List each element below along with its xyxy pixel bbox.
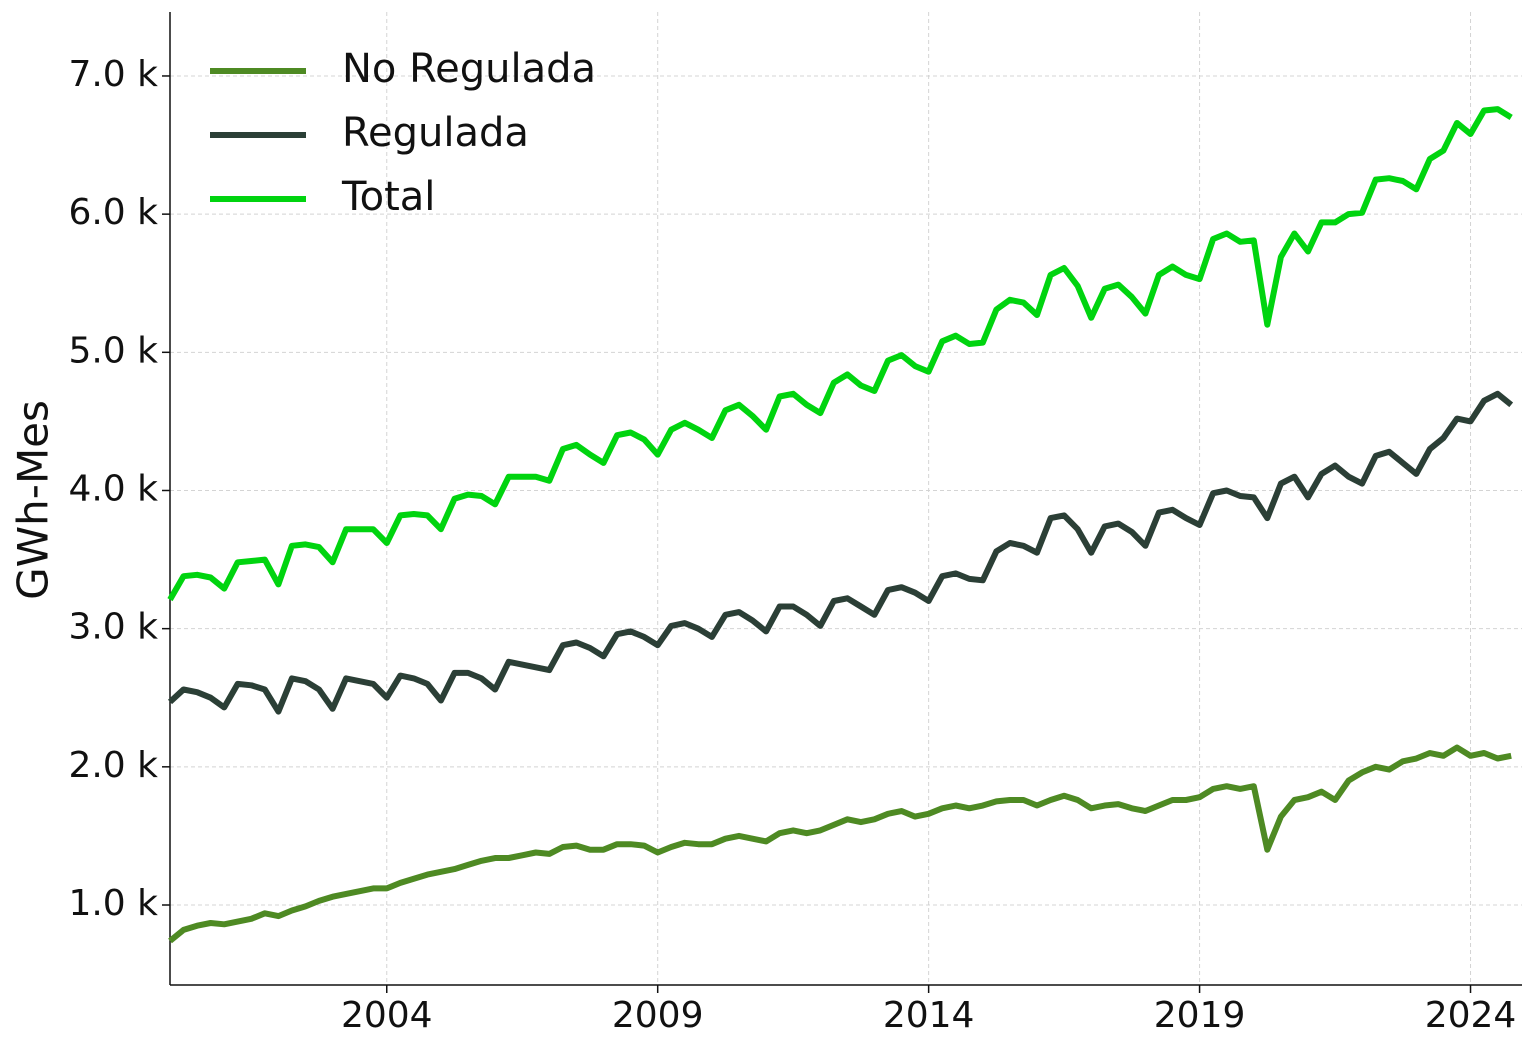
y-tick-label: 5.0 k [68, 330, 158, 371]
x-tick-label: 2019 [1154, 995, 1246, 1036]
x-tick-label: 2024 [1425, 995, 1517, 1036]
x-tick-label: 2014 [883, 995, 975, 1036]
series-line [167, 390, 1514, 715]
y-tick-label: 6.0 k [68, 192, 158, 233]
series-line [167, 106, 1513, 602]
series-line [168, 744, 1512, 944]
x-tick-label: 2009 [612, 995, 704, 1036]
legend-label: No Regulada [342, 46, 596, 92]
y-axis-label: GWh-Mes [9, 400, 58, 600]
legend-label: Regulada [342, 110, 529, 156]
y-tick-label: 3.0 k [68, 607, 158, 648]
y-tick-label: 4.0 k [68, 468, 158, 509]
legend-label: Total [341, 174, 435, 220]
y-tick-label: 2.0 k [68, 745, 158, 786]
x-tick-label: 2004 [341, 995, 433, 1036]
y-tick-label: 7.0 k [68, 54, 158, 95]
y-tick-label: 1.0 k [68, 883, 158, 924]
